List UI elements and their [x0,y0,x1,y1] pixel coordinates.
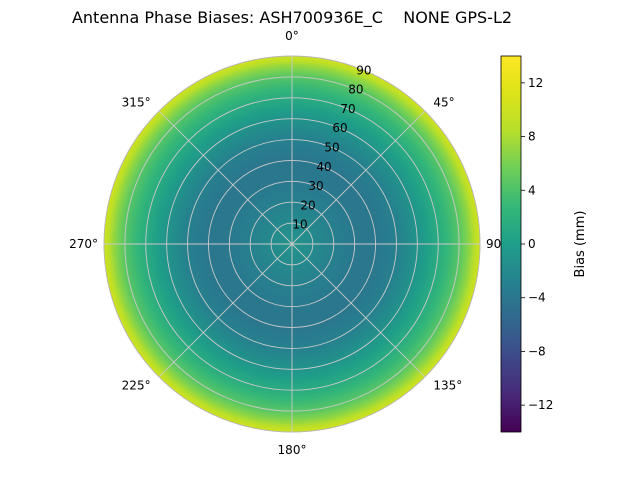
radial-tick-label: 80 [348,83,363,97]
colorbar-tick-label: −8 [528,344,546,358]
radial-tick-label: 90 [356,63,371,77]
angular-tick-label: 90 [486,237,501,251]
radial-tick-labels: 10 20 30 40 50 60 70 80 90 [292,63,371,231]
colorbar-tick-label: 4 [528,183,536,197]
colorbar-tick-label: −12 [528,398,553,412]
radial-tick-label: 40 [316,160,331,174]
colorbar: −12 −8 −4 0 4 8 12 Bias (mm) [500,55,588,433]
angular-tick-label: 315° [122,96,151,110]
angular-tick-label: 270° [69,237,98,251]
colorbar-tick-label: −4 [528,291,546,305]
radial-tick-label: 20 [300,198,315,212]
radial-tick-label: 30 [308,179,323,193]
radial-tick-label: 50 [324,141,339,155]
colorbar-tick-label: 0 [528,237,536,251]
angular-tick-label: 0° [285,29,299,43]
chart-title: Antenna Phase Biases: ASH700936E_C NONE … [71,8,513,27]
radial-tick-label: 70 [340,102,355,116]
angular-tick-label: 135° [433,378,462,392]
colorbar-axis-label: Bias (mm) [573,211,588,278]
colorbar-tick-label: 12 [528,76,543,90]
colorbar-tick-label: 8 [528,130,536,144]
angular-tick-labels: 0° 45° 90 135° 180° 225° 270° 315° [69,29,501,457]
radial-tick-label: 60 [332,121,347,135]
radial-tick-label: 10 [292,218,307,232]
angular-tick-label: 225° [122,378,151,392]
angular-tick-label: 45° [433,96,454,110]
angular-tick-label: 180° [278,443,307,457]
colorbar-gradient [500,55,522,433]
polar-gridlines [103,55,481,433]
